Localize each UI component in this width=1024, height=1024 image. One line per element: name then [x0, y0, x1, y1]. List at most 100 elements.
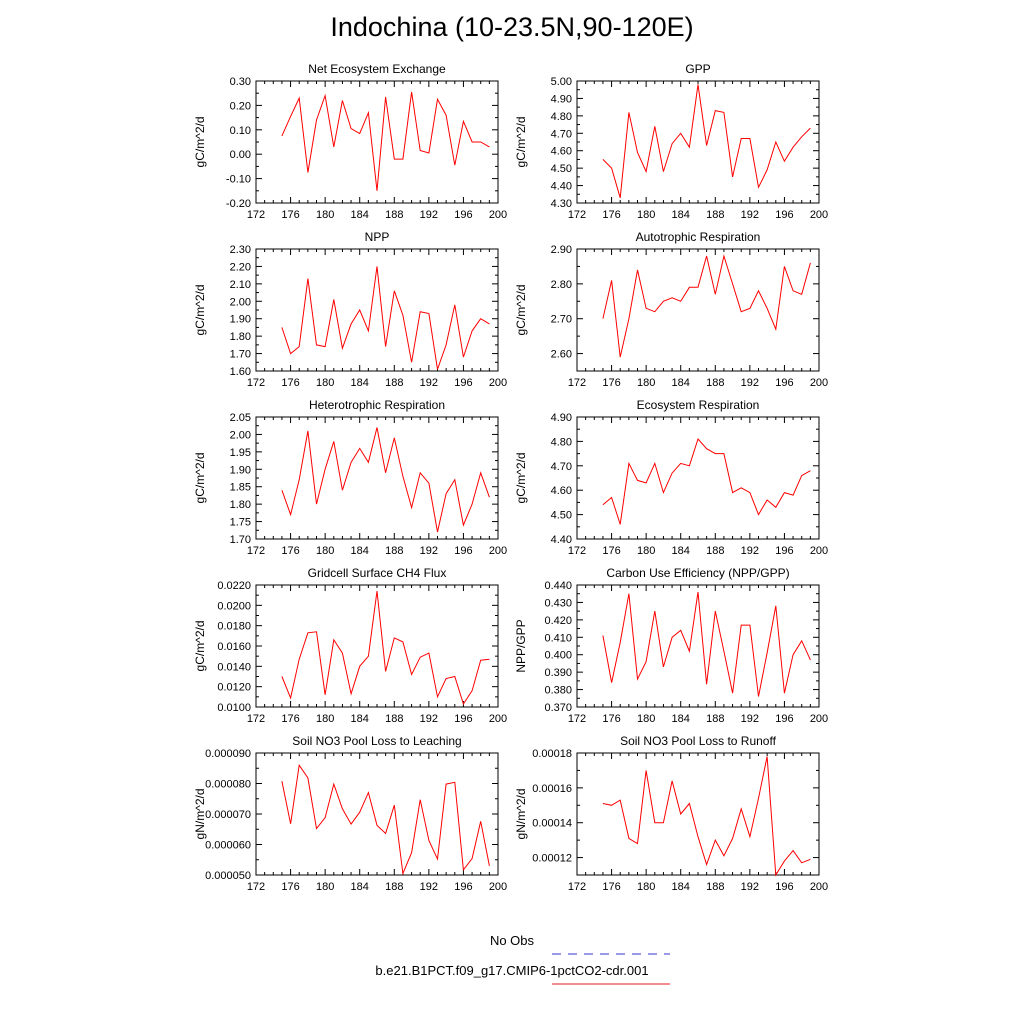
y-tick-label: 1.85 [230, 482, 251, 494]
y-tick-label: 4.80 [551, 111, 572, 123]
x-tick-label: 176 [602, 545, 620, 557]
series-line [281, 91, 490, 191]
x-tick-label: 180 [316, 545, 334, 557]
x-tick-label: 172 [247, 377, 265, 389]
x-tick-label: 172 [568, 881, 586, 893]
x-tick-label: 196 [454, 377, 472, 389]
y-tick-label: 4.90 [551, 412, 572, 424]
x-tick-label: 192 [420, 713, 438, 725]
x-tick-label: 184 [672, 377, 690, 389]
legend-line-no-obs [552, 953, 670, 955]
x-tick-label: 192 [420, 881, 438, 893]
y-tick-label: 4.90 [551, 93, 572, 105]
x-tick-label: 196 [454, 545, 472, 557]
y-tick-label: 0.0200 [217, 600, 251, 612]
x-tick-label: 180 [316, 881, 334, 893]
chart-title: GPP [685, 62, 710, 76]
x-tick-label: 184 [672, 713, 690, 725]
y-tick-label: 2.20 [230, 261, 251, 273]
plot-frame [255, 416, 499, 540]
chart-6: Gridcell Surface CH4 Flux gC/m^2/d 172 176 1… [193, 566, 507, 725]
x-tick-label: 180 [637, 209, 655, 221]
y-tick-label: 0.0160 [217, 641, 251, 653]
y-tick-label: 0.0120 [217, 682, 251, 694]
y-axis-label: gC/m^2/d [514, 453, 528, 504]
y-tick-label: 2.00 [230, 296, 251, 308]
plot-frame [576, 248, 820, 372]
x-tick-label: 176 [281, 881, 299, 893]
x-tick-label: 192 [741, 209, 759, 221]
x-tick-label: 188 [706, 209, 724, 221]
x-tick-label: 184 [351, 209, 369, 221]
y-tick-label: 2.00 [230, 429, 251, 441]
y-tick-label: 0.30 [230, 76, 251, 88]
x-tick-label: 192 [420, 377, 438, 389]
y-tick-label: 4.70 [551, 128, 572, 140]
x-tick-label: 180 [637, 545, 655, 557]
chart-title: NPP [365, 230, 390, 244]
x-tick-label: 200 [810, 881, 828, 893]
y-tick-label: 0.00016 [532, 783, 572, 795]
x-tick-label: 188 [385, 713, 403, 725]
y-tick-label: 4.50 [551, 510, 572, 522]
x-tick-label: 188 [706, 881, 724, 893]
x-tick-label: 180 [637, 377, 655, 389]
y-tick-label: 2.10 [230, 279, 251, 291]
x-tick-label: 200 [489, 209, 507, 221]
y-axis-label: gC/m^2/d [193, 285, 207, 336]
y-tick-label: 0.430 [544, 597, 572, 609]
x-tick-label: 172 [568, 209, 586, 221]
chart-1: GPP gC/m^2/d 172 176 180 184 188 192 196 200 4.30 4… [514, 62, 828, 221]
legend-label-no-obs: No Obs [489, 933, 535, 948]
x-tick-label: 176 [602, 377, 620, 389]
x-tick-label: 172 [247, 881, 265, 893]
x-tick-label: 184 [672, 545, 690, 557]
chart-title: Autotrophic Respiration [636, 230, 761, 244]
y-tick-label: 0.10 [230, 125, 251, 137]
chart-title: Soil NO3 Pool Loss to Runoff [620, 734, 777, 748]
chart-7: Carbon Use Efficiency (NPP/GPP) NPP/GPP 17… [514, 566, 828, 725]
x-tick-label: 188 [706, 377, 724, 389]
x-tick-label: 192 [741, 881, 759, 893]
y-tick-label: 0.0140 [217, 661, 251, 673]
x-tick-label: 180 [316, 377, 334, 389]
y-tick-label: 4.70 [551, 461, 572, 473]
x-tick-label: 180 [316, 209, 334, 221]
chart-title: Heterotrophic Respiration [309, 398, 445, 412]
x-tick-label: 188 [706, 545, 724, 557]
y-tick-label: 4.80 [551, 436, 572, 448]
y-tick-label: 0.0220 [217, 580, 251, 592]
x-tick-label: 180 [637, 881, 655, 893]
y-tick-label: 1.60 [230, 366, 251, 378]
y-tick-label: 0.000090 [205, 748, 251, 760]
x-tick-label: 184 [672, 881, 690, 893]
y-tick-label: 0.00014 [532, 818, 572, 830]
series-line [281, 427, 490, 533]
x-tick-label: 172 [568, 713, 586, 725]
x-tick-label: 176 [602, 713, 620, 725]
plot-frame [576, 80, 820, 204]
series-line [602, 591, 811, 697]
chart-3: Autotrophic Respiration gC/m^2/d 172 176 180… [514, 230, 828, 389]
y-tick-label: 0.0100 [217, 702, 251, 714]
series-line [602, 84, 811, 198]
y-axis-label: gC/m^2/d [193, 117, 207, 168]
x-tick-label: 192 [741, 713, 759, 725]
y-tick-label: 0.000070 [205, 809, 251, 821]
chart-9: Soil NO3 Pool Loss to Runoff gN/m^2/d 172 1… [514, 734, 828, 893]
y-tick-label: 4.60 [551, 146, 572, 158]
x-tick-label: 172 [568, 545, 586, 557]
chart-title: Gridcell Surface CH4 Flux [308, 566, 447, 580]
y-tick-label: 1.90 [230, 464, 251, 476]
y-tick-label: 1.80 [230, 499, 251, 511]
x-tick-label: 172 [247, 713, 265, 725]
plot-frame [576, 416, 820, 540]
chart-8: Soil NO3 Pool Loss to Leaching gN/m^2/d 17… [193, 734, 507, 893]
y-tick-label: -0.10 [226, 174, 251, 186]
y-tick-label: 0.0180 [217, 621, 251, 633]
x-tick-label: 200 [489, 881, 507, 893]
x-tick-label: 180 [316, 713, 334, 725]
y-tick-label: 1.80 [230, 331, 251, 343]
y-tick-label: -0.20 [226, 198, 251, 210]
